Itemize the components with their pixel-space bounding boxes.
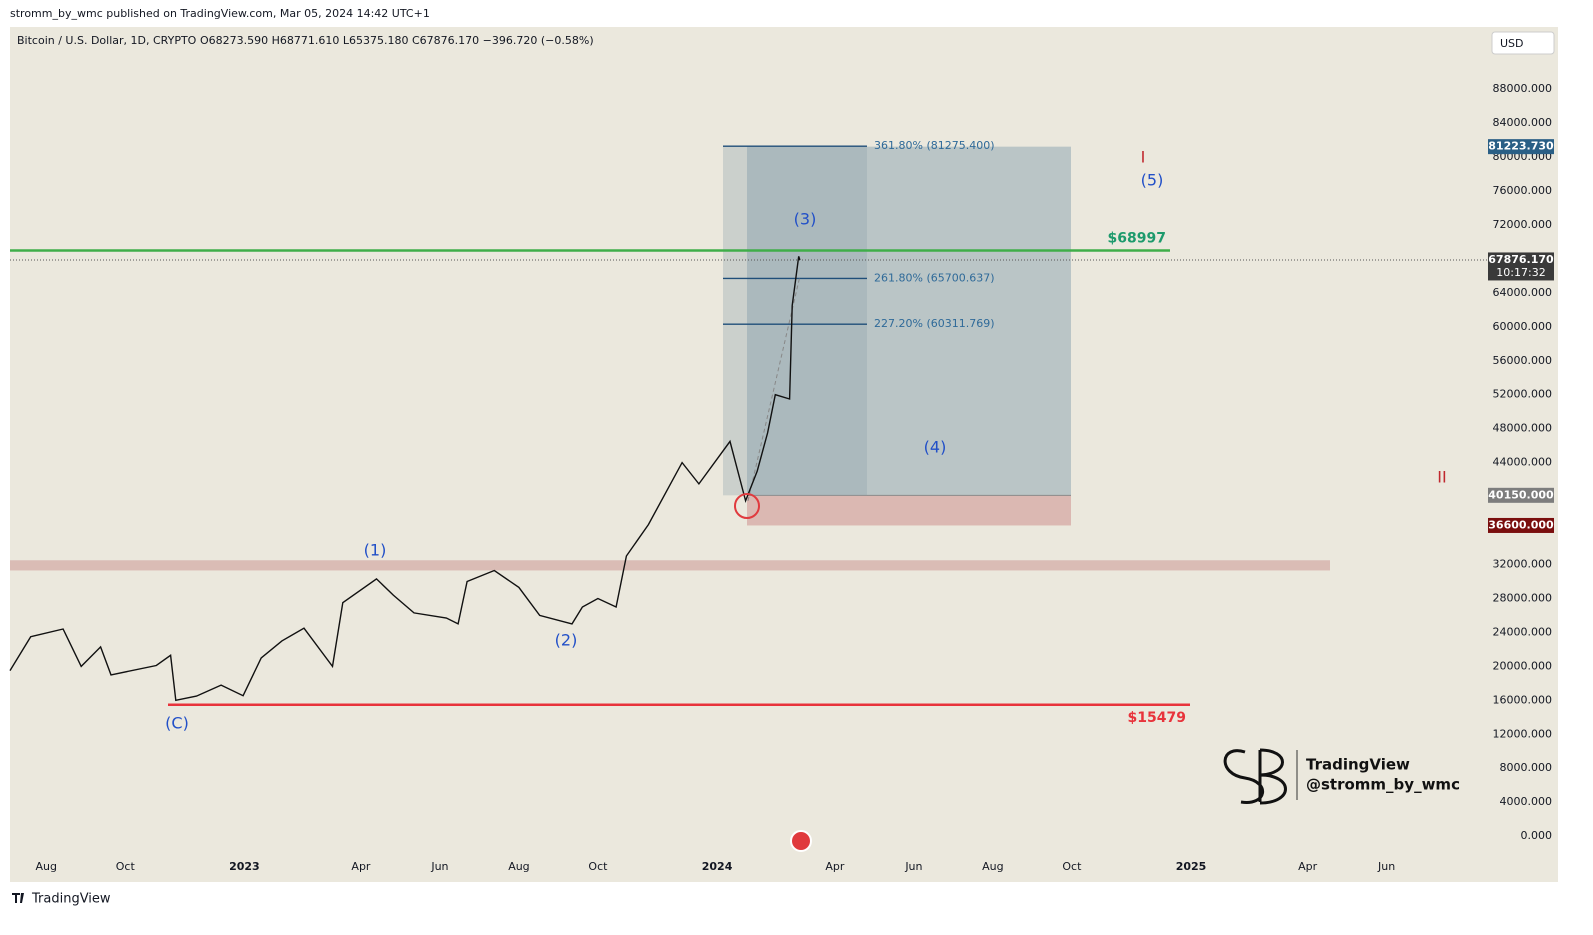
wave-label: II: [1437, 468, 1446, 487]
x-tick-label: Aug: [36, 860, 57, 873]
fib-label: 261.80% (65700.637): [874, 271, 995, 284]
target-zone: [747, 146, 1071, 496]
support-zone: [10, 560, 1330, 571]
footer-brand: TradingView: [31, 892, 111, 907]
price-badge-label: 81223.730: [1488, 140, 1554, 153]
y-tick-label: 76000.000: [1493, 184, 1553, 197]
y-tick-label: 52000.000: [1493, 388, 1553, 401]
tv-logo: [12, 893, 24, 903]
x-tick-label: Oct: [588, 860, 608, 873]
event-icon: [790, 830, 812, 852]
x-tick-label: Jun: [430, 860, 448, 873]
x-tick-label: 2025: [1176, 860, 1207, 873]
y-tick-label: 24000.000: [1493, 625, 1553, 638]
low-marker: [734, 493, 760, 519]
y-tick-label: 64000.000: [1493, 286, 1553, 299]
x-tick-label: 2024: [702, 860, 733, 873]
wave-label: (1): [364, 541, 387, 560]
price-line: [9, 256, 801, 702]
y-tick-label: 8000.000: [1500, 761, 1553, 774]
fib-fill: [723, 146, 867, 496]
x-tick-label: Aug: [508, 860, 529, 873]
y-tick-label: 88000.000: [1493, 82, 1553, 95]
price-badge: [1488, 517, 1554, 533]
y-tick-label: 16000.000: [1493, 693, 1553, 706]
price-badge-label: 67876.170: [1488, 253, 1554, 266]
price-badge-label: 40150.000: [1488, 488, 1554, 501]
x-tick-label: Apr: [825, 860, 845, 873]
price-badge: [1488, 252, 1554, 281]
wave-label: (5): [1141, 171, 1164, 190]
x-tick-label: Jun: [1377, 860, 1395, 873]
watermark: TradingView: [1306, 756, 1410, 774]
y-tick-label: 32000.000: [1493, 558, 1553, 571]
wave-label: (4): [924, 438, 947, 457]
currency: USD: [1500, 37, 1524, 50]
wave-label: (C): [165, 714, 189, 733]
level-label: $15479: [1128, 710, 1186, 726]
logo-mark: [1223, 748, 1287, 805]
x-tick-label: Oct: [116, 860, 136, 873]
y-tick-label: 28000.000: [1493, 591, 1553, 604]
wave-label: I: [1141, 148, 1146, 167]
x-tick-label: Jun: [904, 860, 922, 873]
wave-label: (3): [794, 210, 817, 229]
y-tick-label: 4000.000: [1500, 795, 1553, 808]
level-label: $68997: [1108, 230, 1166, 246]
stop-zone: [747, 495, 1071, 526]
y-tick-label: 60000.000: [1493, 320, 1553, 333]
currency-button[interactable]: [1491, 31, 1555, 55]
symbol-title: Bitcoin / U.S. Dollar, 1D, CRYPTO: [17, 34, 197, 47]
y-tick-label: 48000.000: [1493, 422, 1553, 435]
x-tick-label: Apr: [351, 860, 371, 873]
x-tick-label: 2023: [229, 860, 260, 873]
price-badge-time: 10:17:32: [1496, 266, 1545, 279]
x-tick-label: Oct: [1062, 860, 1082, 873]
y-tick-label: 72000.000: [1493, 218, 1553, 231]
ohlc: O68273.590 H68771.610 L65375.180 C67876.…: [200, 34, 594, 47]
price-badge: [1488, 139, 1554, 155]
fib-label: 227.20% (60311.769): [874, 317, 995, 330]
y-tick-label: 0.000: [1521, 829, 1553, 842]
x-tick-label: Apr: [1298, 860, 1318, 873]
y-tick-label: 56000.000: [1493, 354, 1553, 367]
publisher-line: stromm_by_wmc published on TradingView.c…: [10, 7, 430, 20]
wave-label: (2): [555, 631, 578, 650]
x-tick-label: Aug: [982, 860, 1003, 873]
price-badge: [1488, 487, 1554, 503]
y-tick-label: 20000.000: [1493, 659, 1553, 672]
watermark: @stromm_by_wmc: [1306, 776, 1460, 794]
y-tick-label: 12000.000: [1493, 727, 1553, 740]
y-tick-label: 44000.000: [1493, 456, 1553, 469]
y-tick-label: 84000.000: [1493, 116, 1553, 129]
fib-label: 361.80% (81275.400): [874, 139, 995, 152]
price-badge-label: 36600.000: [1488, 518, 1554, 531]
